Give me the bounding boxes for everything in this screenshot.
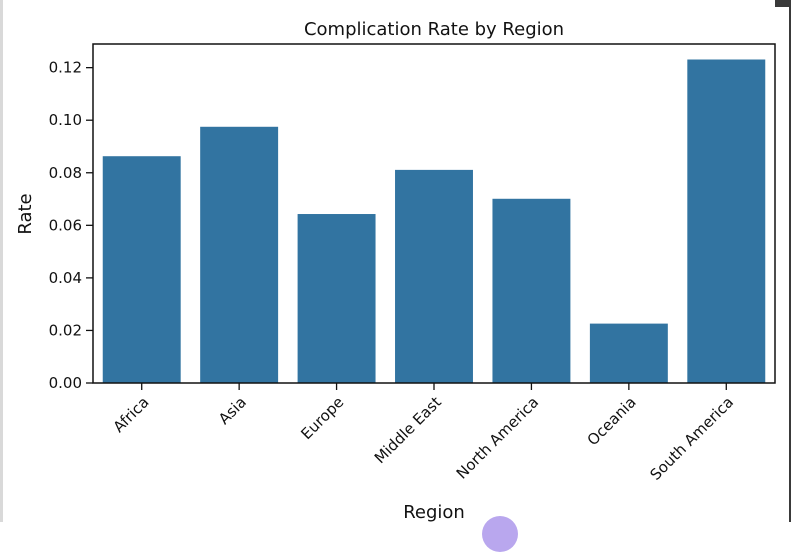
x-tick-label: Middle East [371, 393, 445, 467]
bar-north-america [492, 198, 571, 383]
x-tick-label: North America [453, 393, 543, 483]
y-tick-label: 0.02 [49, 321, 82, 339]
y-tick-label: 0.12 [49, 59, 82, 77]
y-tick-label: 0.08 [49, 164, 82, 182]
x-axis-label: Region [403, 502, 465, 522]
y-tick-label: 0.06 [49, 216, 82, 234]
bar-middle-east [395, 169, 473, 383]
y-axis: 0.00 0.02 0.04 0.06 0.08 0.10 0.12 [49, 59, 93, 392]
x-tick-label: Europe [297, 393, 347, 443]
bar-south-america [687, 59, 766, 384]
y-tick-label: 0.00 [49, 374, 82, 392]
chart-title: Complication Rate by Region [304, 19, 564, 40]
x-tick-label: Asia [215, 393, 250, 428]
x-tick-label: Oceania [584, 393, 640, 449]
window-edge-left [0, 0, 3, 522]
x-axis: Africa Asia Europe Middle East North America… [110, 383, 737, 484]
y-tick-label: 0.10 [49, 111, 82, 129]
bar-oceania [589, 323, 668, 383]
window-edge-right [789, 0, 791, 522]
bars-group [102, 59, 766, 384]
x-tick-label: Africa [110, 393, 153, 436]
y-tick-label: 0.04 [49, 269, 82, 287]
x-tick-label: South America [646, 393, 737, 484]
bar-africa [102, 156, 181, 383]
bar-chart: Complication Rate by Region 0.00 0.02 0.04… [15, 19, 776, 522]
bar-europe [297, 214, 376, 383]
y-axis-label: Rate [15, 193, 36, 234]
bar-asia [200, 126, 279, 384]
floating-action-dot[interactable] [482, 516, 518, 552]
window-corner [775, 0, 791, 7]
plot-frame [92, 43, 776, 384]
